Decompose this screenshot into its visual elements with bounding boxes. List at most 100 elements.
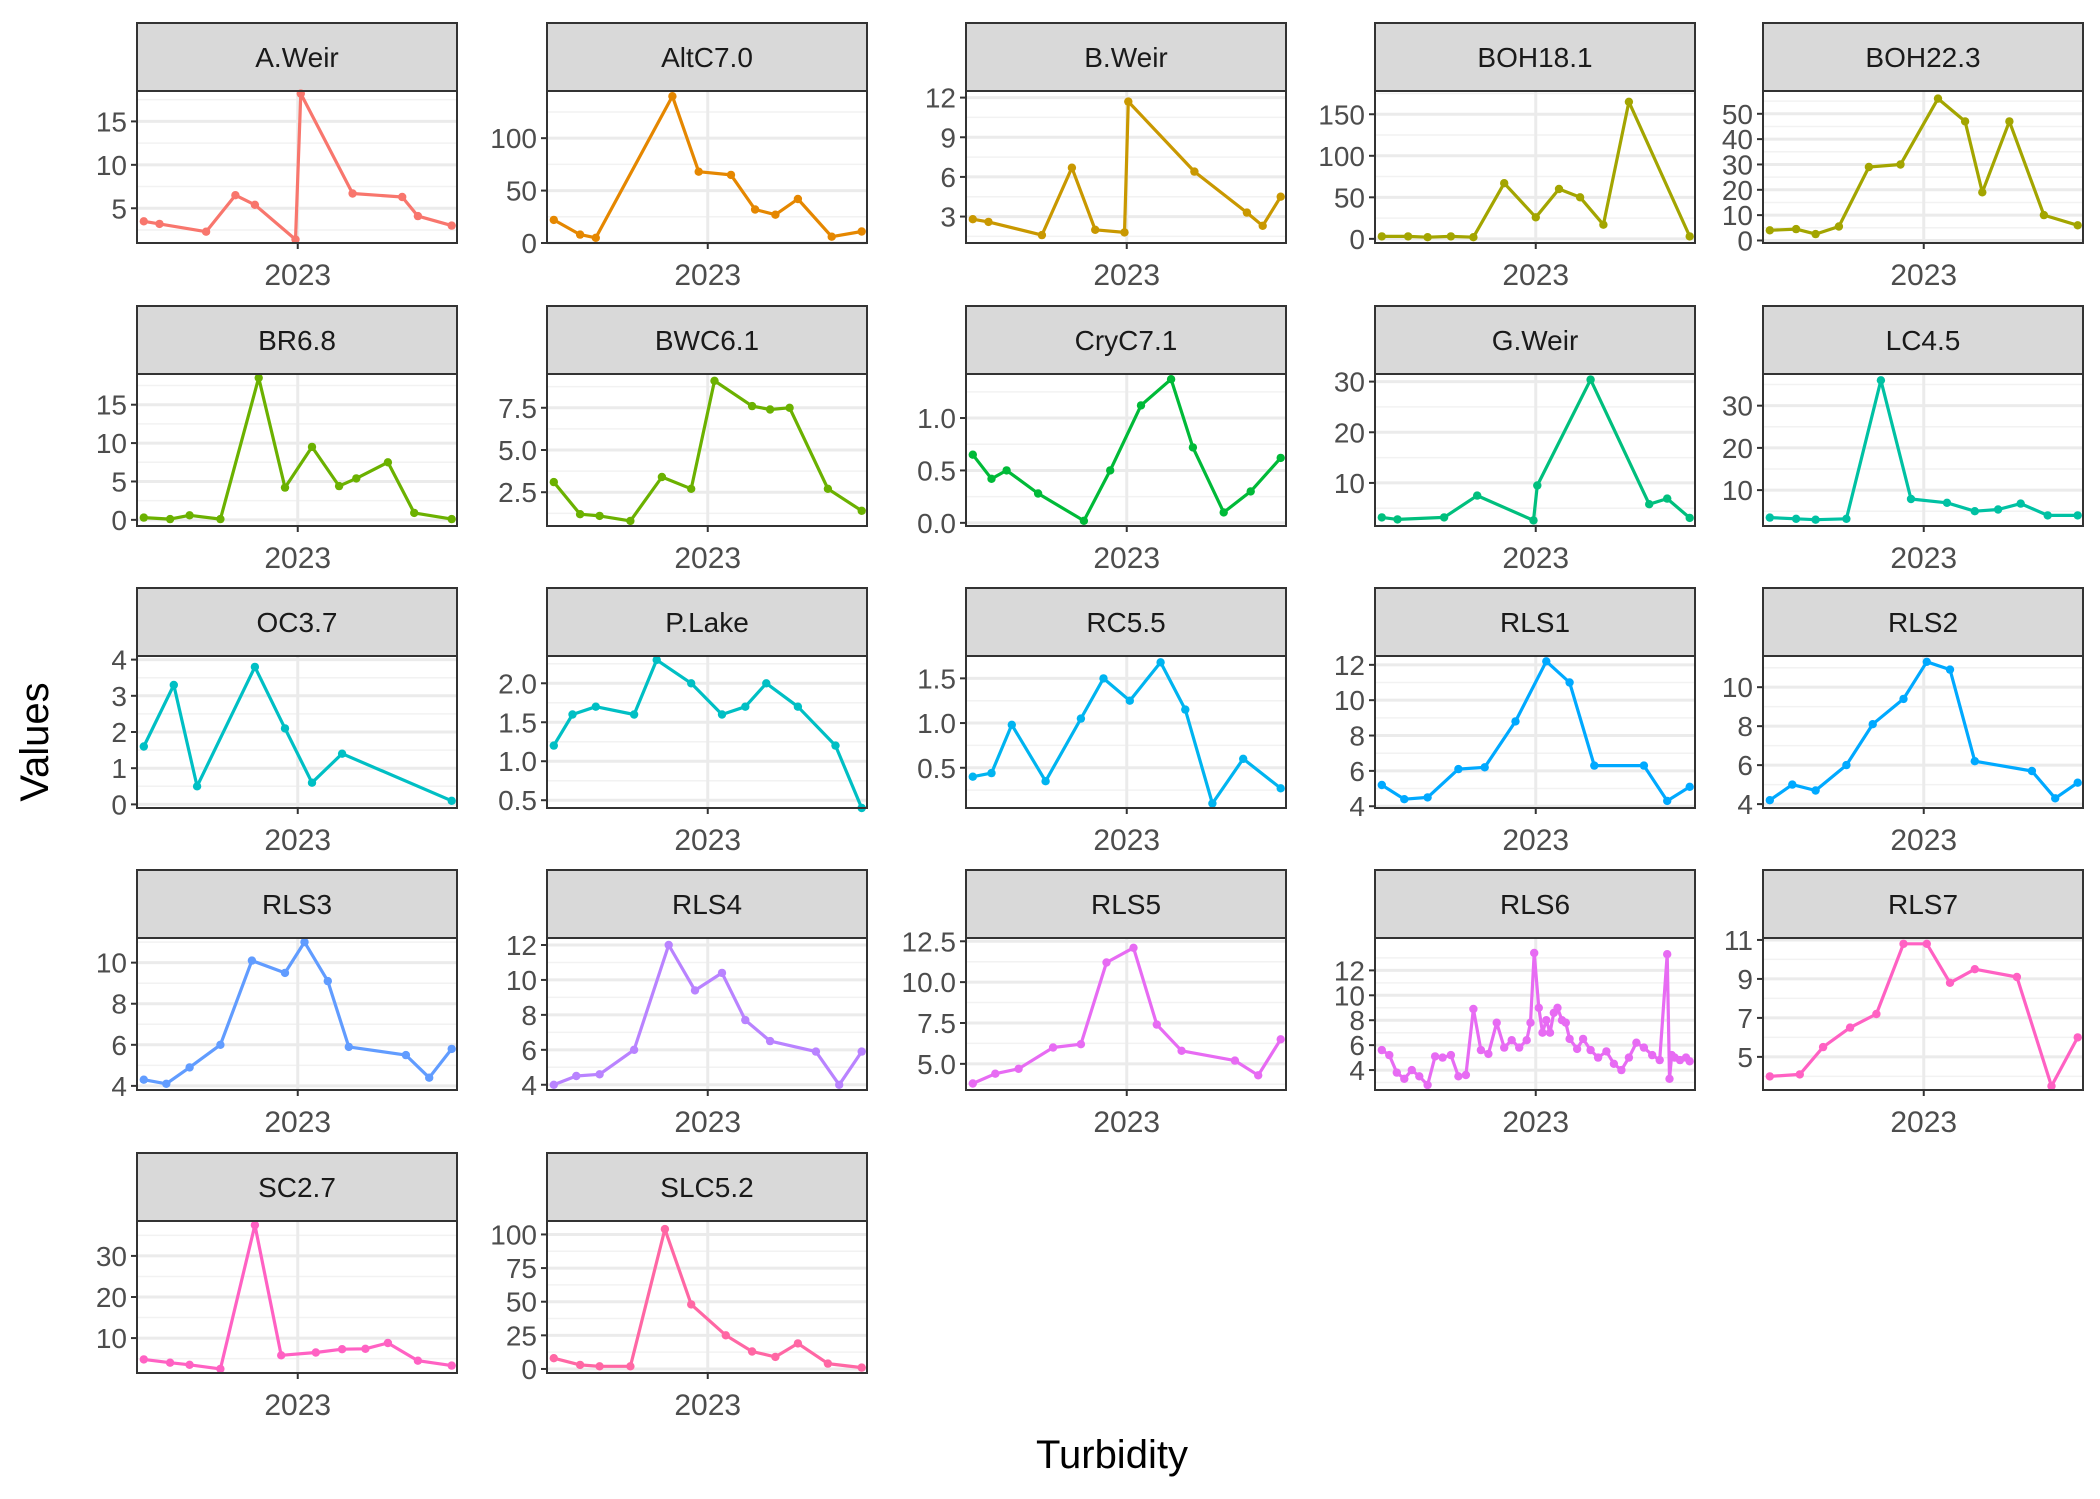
- data-point: [1152, 1020, 1162, 1029]
- data-point: [1500, 179, 1509, 188]
- data-point: [1430, 1052, 1440, 1061]
- data-point: [1645, 500, 1654, 509]
- x-tick-label: 2023: [264, 542, 331, 575]
- data-point: [2047, 1081, 2056, 1091]
- y-tick-label: 7: [1737, 1003, 1753, 1034]
- data-point: [1586, 375, 1595, 384]
- x-tick-label: 2023: [264, 259, 331, 292]
- data-point: [1791, 514, 1801, 523]
- data-point: [1639, 1043, 1649, 1052]
- y-tick-label: 0.5: [917, 753, 956, 784]
- data-point: [323, 976, 332, 986]
- data-point: [1446, 1050, 1456, 1060]
- x-tick-label: 2023: [674, 1389, 741, 1422]
- data-point: [1041, 777, 1050, 786]
- data-point: [291, 235, 300, 244]
- x-tick-label: 2023: [1890, 1106, 1957, 1139]
- data-point: [1522, 1036, 1531, 1045]
- data-point: [337, 749, 347, 758]
- data-point: [987, 474, 996, 483]
- y-tick-label: 40: [1722, 124, 1753, 155]
- data-point: [1624, 1053, 1634, 1062]
- data-point: [721, 1331, 730, 1340]
- y-tick-label: 20: [96, 1282, 127, 1313]
- facet-panel: AltC7.0 0 50 100 2023: [490, 22, 868, 292]
- data-point: [1632, 1038, 1641, 1047]
- data-point: [139, 1355, 148, 1364]
- data-point: [1188, 443, 1198, 452]
- data-point: [823, 484, 833, 493]
- facet-panel: G.Weir 10 20 30 2023: [1334, 305, 1696, 575]
- y-tick-label: 1.0: [498, 746, 537, 777]
- data-point: [413, 1356, 423, 1365]
- data-point: [668, 92, 677, 101]
- data-point: [1538, 1028, 1547, 1037]
- y-tick-label: 30: [1334, 367, 1365, 398]
- facet-panel: RLS7 5 7 9 11 2023: [1724, 869, 2084, 1139]
- data-point: [401, 1050, 411, 1060]
- data-point: [1624, 97, 1634, 107]
- y-tick-label: 20: [1722, 175, 1753, 206]
- y-tick-label: 25: [506, 1320, 537, 1351]
- facet-panel: P.Lake 0.5 1.0 1.5 2.0 2023: [498, 587, 868, 857]
- x-tick-label: 2023: [1093, 259, 1160, 292]
- y-tick-label: 12: [1334, 955, 1365, 986]
- data-point: [1590, 761, 1599, 770]
- y-tick-label: 1.0: [917, 403, 956, 434]
- data-point: [857, 1363, 866, 1372]
- x-tick-label: 2023: [1502, 542, 1569, 575]
- data-point: [410, 508, 419, 518]
- data-point: [337, 1345, 347, 1354]
- y-tick-label: 6: [1349, 756, 1365, 787]
- data-point: [1102, 958, 1111, 967]
- data-point: [447, 1044, 456, 1054]
- data-point: [348, 189, 357, 198]
- data-point: [793, 194, 803, 204]
- y-tick-label: 1.5: [917, 663, 956, 694]
- data-point: [1403, 232, 1413, 241]
- facet-strip: [965, 869, 1287, 939]
- data-point: [1818, 1042, 1828, 1052]
- data-point: [687, 679, 696, 688]
- y-tick-label: 100: [490, 123, 537, 154]
- facet-panel: A.Weir 5 10 15 2023: [96, 22, 458, 292]
- y-tick-label: 4: [521, 1070, 537, 1101]
- facet-panel: BOH18.1 0 50 100 150 2023: [1318, 22, 1696, 292]
- data-point: [1922, 657, 1932, 666]
- data-point: [165, 514, 175, 524]
- data-point: [1561, 1018, 1571, 1027]
- facet-strip-label: BOH18.1: [1477, 42, 1592, 73]
- y-tick-label: 5: [111, 193, 127, 224]
- data-point: [984, 217, 993, 227]
- facet-panel: RLS5 5.0 7.5 10.0 12.5 2023: [902, 869, 1287, 1139]
- data-point: [741, 1015, 750, 1025]
- y-tick-label: 50: [506, 176, 537, 207]
- data-point: [968, 215, 977, 224]
- data-point: [747, 1347, 757, 1356]
- facet-strip-label: RLS3: [262, 889, 332, 920]
- y-tick-label: 7.5: [498, 393, 537, 424]
- facet-strip: [546, 869, 868, 939]
- y-tick-label: 3: [111, 681, 127, 712]
- facet-strip-label: P.Lake: [665, 607, 749, 638]
- data-point: [1578, 1034, 1588, 1044]
- series-line: [142, 665, 453, 803]
- facet-panel: B.Weir 3 6 9 12 2023: [925, 22, 1287, 292]
- data-point: [1120, 228, 1129, 237]
- data-point: [1899, 694, 1908, 704]
- data-point: [1166, 375, 1176, 384]
- data-point: [447, 1361, 456, 1370]
- facet-strip: [136, 1152, 458, 1222]
- data-point: [361, 1344, 370, 1354]
- data-point: [811, 1047, 821, 1056]
- data-point: [857, 506, 866, 515]
- data-point: [1960, 117, 1970, 126]
- data-point: [1393, 515, 1402, 524]
- data-point: [185, 1063, 194, 1072]
- y-tick-label: 3: [940, 202, 956, 233]
- data-point: [1945, 665, 1955, 674]
- data-point: [717, 710, 727, 719]
- facet-strip-label: RLS4: [672, 889, 742, 920]
